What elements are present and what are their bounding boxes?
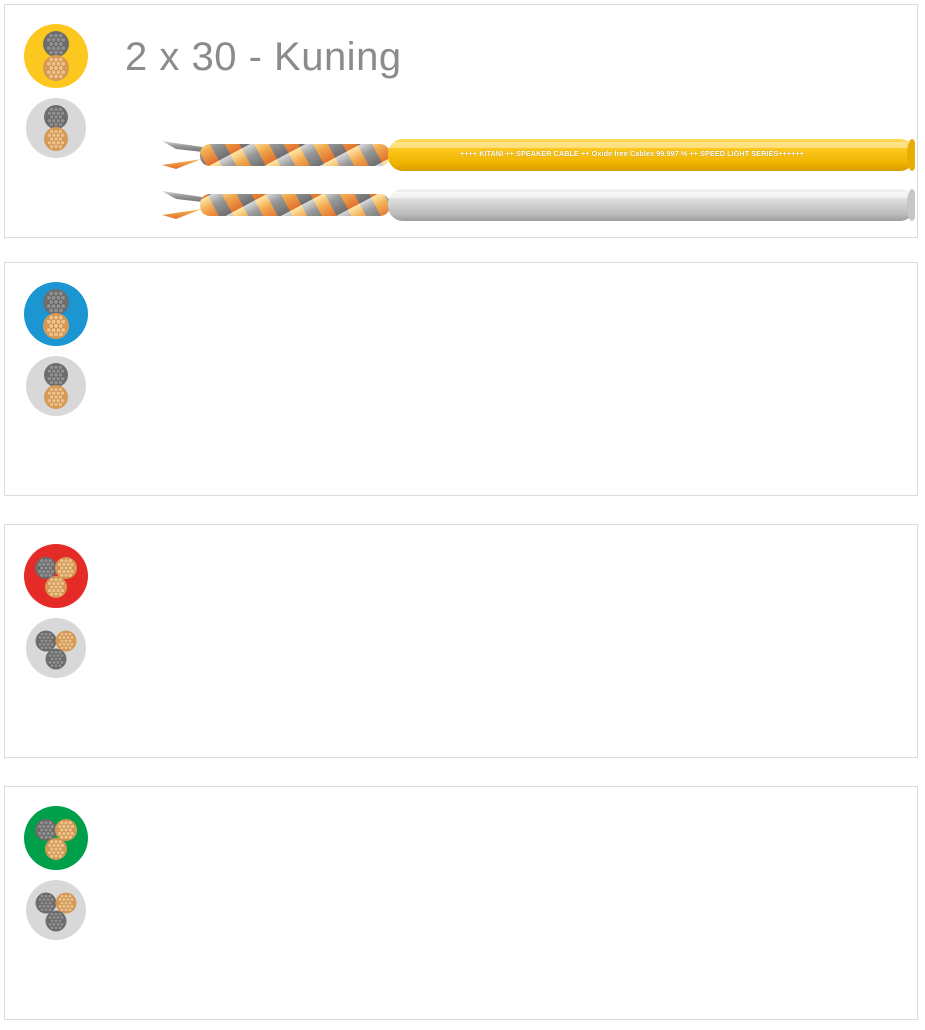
product-panel-biru[interactable]: 2 x 50 - Biru (4, 262, 918, 496)
cross-section-stack-hijau (21, 803, 113, 945)
panel-title-kuning: 2 x 30 - Kuning (125, 35, 402, 79)
cross-section-colored-icon-biru (24, 282, 88, 346)
cross-section-colored-icon-merah (24, 544, 88, 608)
cross-section-colored-icon-kuning (24, 24, 88, 88)
cross-section-clear-icon-merah (26, 618, 86, 678)
cross-section-clear-icon-hijau (26, 880, 86, 940)
cross-section-clear-icon-kuning (26, 98, 86, 158)
cross-section-clear-icon-biru (26, 356, 86, 416)
cross-section-stack-biru (21, 279, 113, 421)
cross-section-colored-icon-hijau (24, 806, 88, 870)
product-panel-merah[interactable]: 2 x 80 - Merah (4, 524, 918, 758)
cable-illustration-kuning: ++++ KITANI ++ SPEAKER CABLE ++ Oxide fr… (160, 133, 915, 233)
cross-section-stack-kuning (21, 21, 113, 163)
product-panel-hijau[interactable]: 2 x 120 - Hijau (4, 786, 918, 1020)
cross-section-stack-merah (21, 541, 113, 683)
product-panel-kuning[interactable]: 2 x 30 - Kuning (4, 4, 918, 238)
